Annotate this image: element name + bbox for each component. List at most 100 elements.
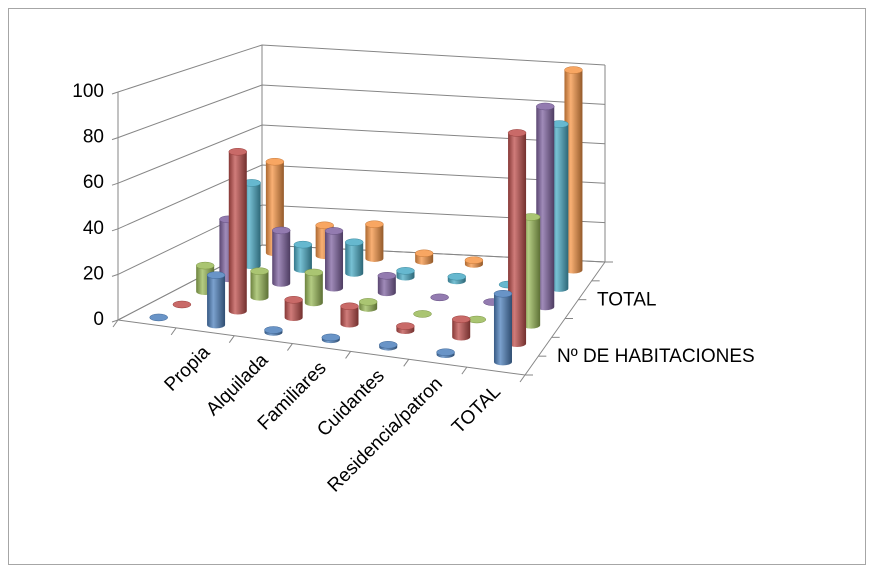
cylinder (396, 267, 415, 281)
y-tick (111, 228, 119, 232)
cylinder-body (493, 293, 512, 366)
cylinder (414, 249, 434, 265)
cylinder (293, 240, 313, 273)
cylinder-body (365, 224, 384, 262)
cylinder (378, 341, 398, 351)
x-tick (345, 351, 351, 359)
cylinder-body (550, 124, 569, 292)
cylinder-body (564, 70, 583, 274)
cylinder-body (522, 216, 541, 329)
cylinder-top (365, 220, 384, 228)
x-tick (170, 327, 177, 336)
cylinder-body (272, 230, 291, 287)
cylinder-top (293, 240, 313, 249)
cylinder (284, 296, 303, 321)
x-tick (287, 343, 293, 351)
cylinder (536, 102, 555, 311)
cylinder-body (304, 272, 323, 307)
y-tick-label: 20 (83, 263, 104, 284)
cylinder (271, 226, 291, 287)
cylinder-top (493, 289, 513, 298)
cylinder-top (396, 322, 415, 330)
cylinder (464, 256, 484, 268)
cylinder-body (452, 319, 471, 341)
cylinder-body (345, 242, 364, 277)
cylinder-body (207, 275, 226, 329)
cylinder-top (436, 348, 455, 356)
cylinder-top (344, 238, 364, 247)
cylinder-top (378, 341, 398, 349)
cylinder (172, 300, 192, 309)
cylinder-top (206, 271, 226, 279)
chart-frame (8, 8, 866, 565)
cylinder (206, 271, 226, 329)
cylinder-top (358, 298, 378, 306)
y-tick-label: 40 (83, 218, 104, 239)
cylinder (507, 129, 527, 347)
cylinder-top (250, 267, 269, 275)
y-tick (111, 273, 119, 277)
cylinder-top (284, 296, 303, 304)
cylinder (564, 66, 583, 274)
y-tick (111, 319, 119, 323)
y-tick-label: 60 (83, 172, 104, 193)
depth-label: Nº DE HABITACIONES (557, 346, 755, 367)
y-tick-label: 80 (83, 127, 104, 148)
cylinder-top (451, 315, 471, 324)
cylinder-body (250, 271, 269, 301)
cylinder-body (242, 182, 261, 270)
cylinder-top (172, 300, 192, 309)
cylinder (447, 272, 467, 285)
wall-edge (117, 45, 606, 320)
cylinder (436, 348, 455, 358)
cylinder (250, 267, 269, 301)
cylinder-top (430, 293, 449, 302)
cylinder-top (321, 333, 341, 342)
cylinder (521, 213, 541, 329)
cylinder (149, 313, 168, 322)
cylinder-body (508, 132, 527, 347)
cylinder-top (324, 227, 344, 235)
cylinder-top (304, 268, 324, 277)
cylinder-top (340, 302, 359, 311)
cylinder-top (264, 326, 283, 334)
cylinder (264, 326, 283, 336)
cylinder (413, 310, 432, 318)
y-tick (111, 182, 119, 186)
cylinder (396, 322, 415, 334)
cylinder (324, 227, 344, 292)
cylinder (467, 315, 487, 324)
cylinder-top (564, 66, 583, 74)
cylinder-body (536, 106, 555, 311)
cylinder-top (149, 313, 168, 322)
depth-label: TOTAL (597, 289, 656, 310)
y-tick (111, 91, 119, 95)
cylinder (304, 268, 324, 307)
cylinder-top (467, 315, 487, 324)
cylinder (377, 272, 397, 297)
cylinder-body (340, 306, 359, 328)
cylinder-body (228, 151, 247, 315)
y-tick-label: 0 (93, 309, 104, 330)
x-tick (228, 335, 235, 344)
cylinder (365, 220, 384, 262)
cylinder-top (271, 226, 291, 235)
x-tick (519, 374, 526, 383)
cylinder-body (325, 230, 344, 292)
cylinder (344, 238, 364, 277)
cylinder-top (447, 272, 467, 281)
cylinder-top (413, 310, 432, 318)
cylinder-body (377, 275, 396, 297)
cylinder (340, 302, 359, 328)
cylinder-top (377, 272, 397, 280)
cylinder-body (293, 244, 312, 273)
y-tick (111, 137, 119, 141)
cylinder (430, 293, 449, 302)
cylinder-body (284, 299, 303, 321)
x-tick (112, 319, 119, 328)
cylinder-top (414, 249, 434, 258)
cylinder-top (396, 267, 415, 275)
cylinder (321, 333, 341, 344)
cylinder (451, 315, 471, 341)
